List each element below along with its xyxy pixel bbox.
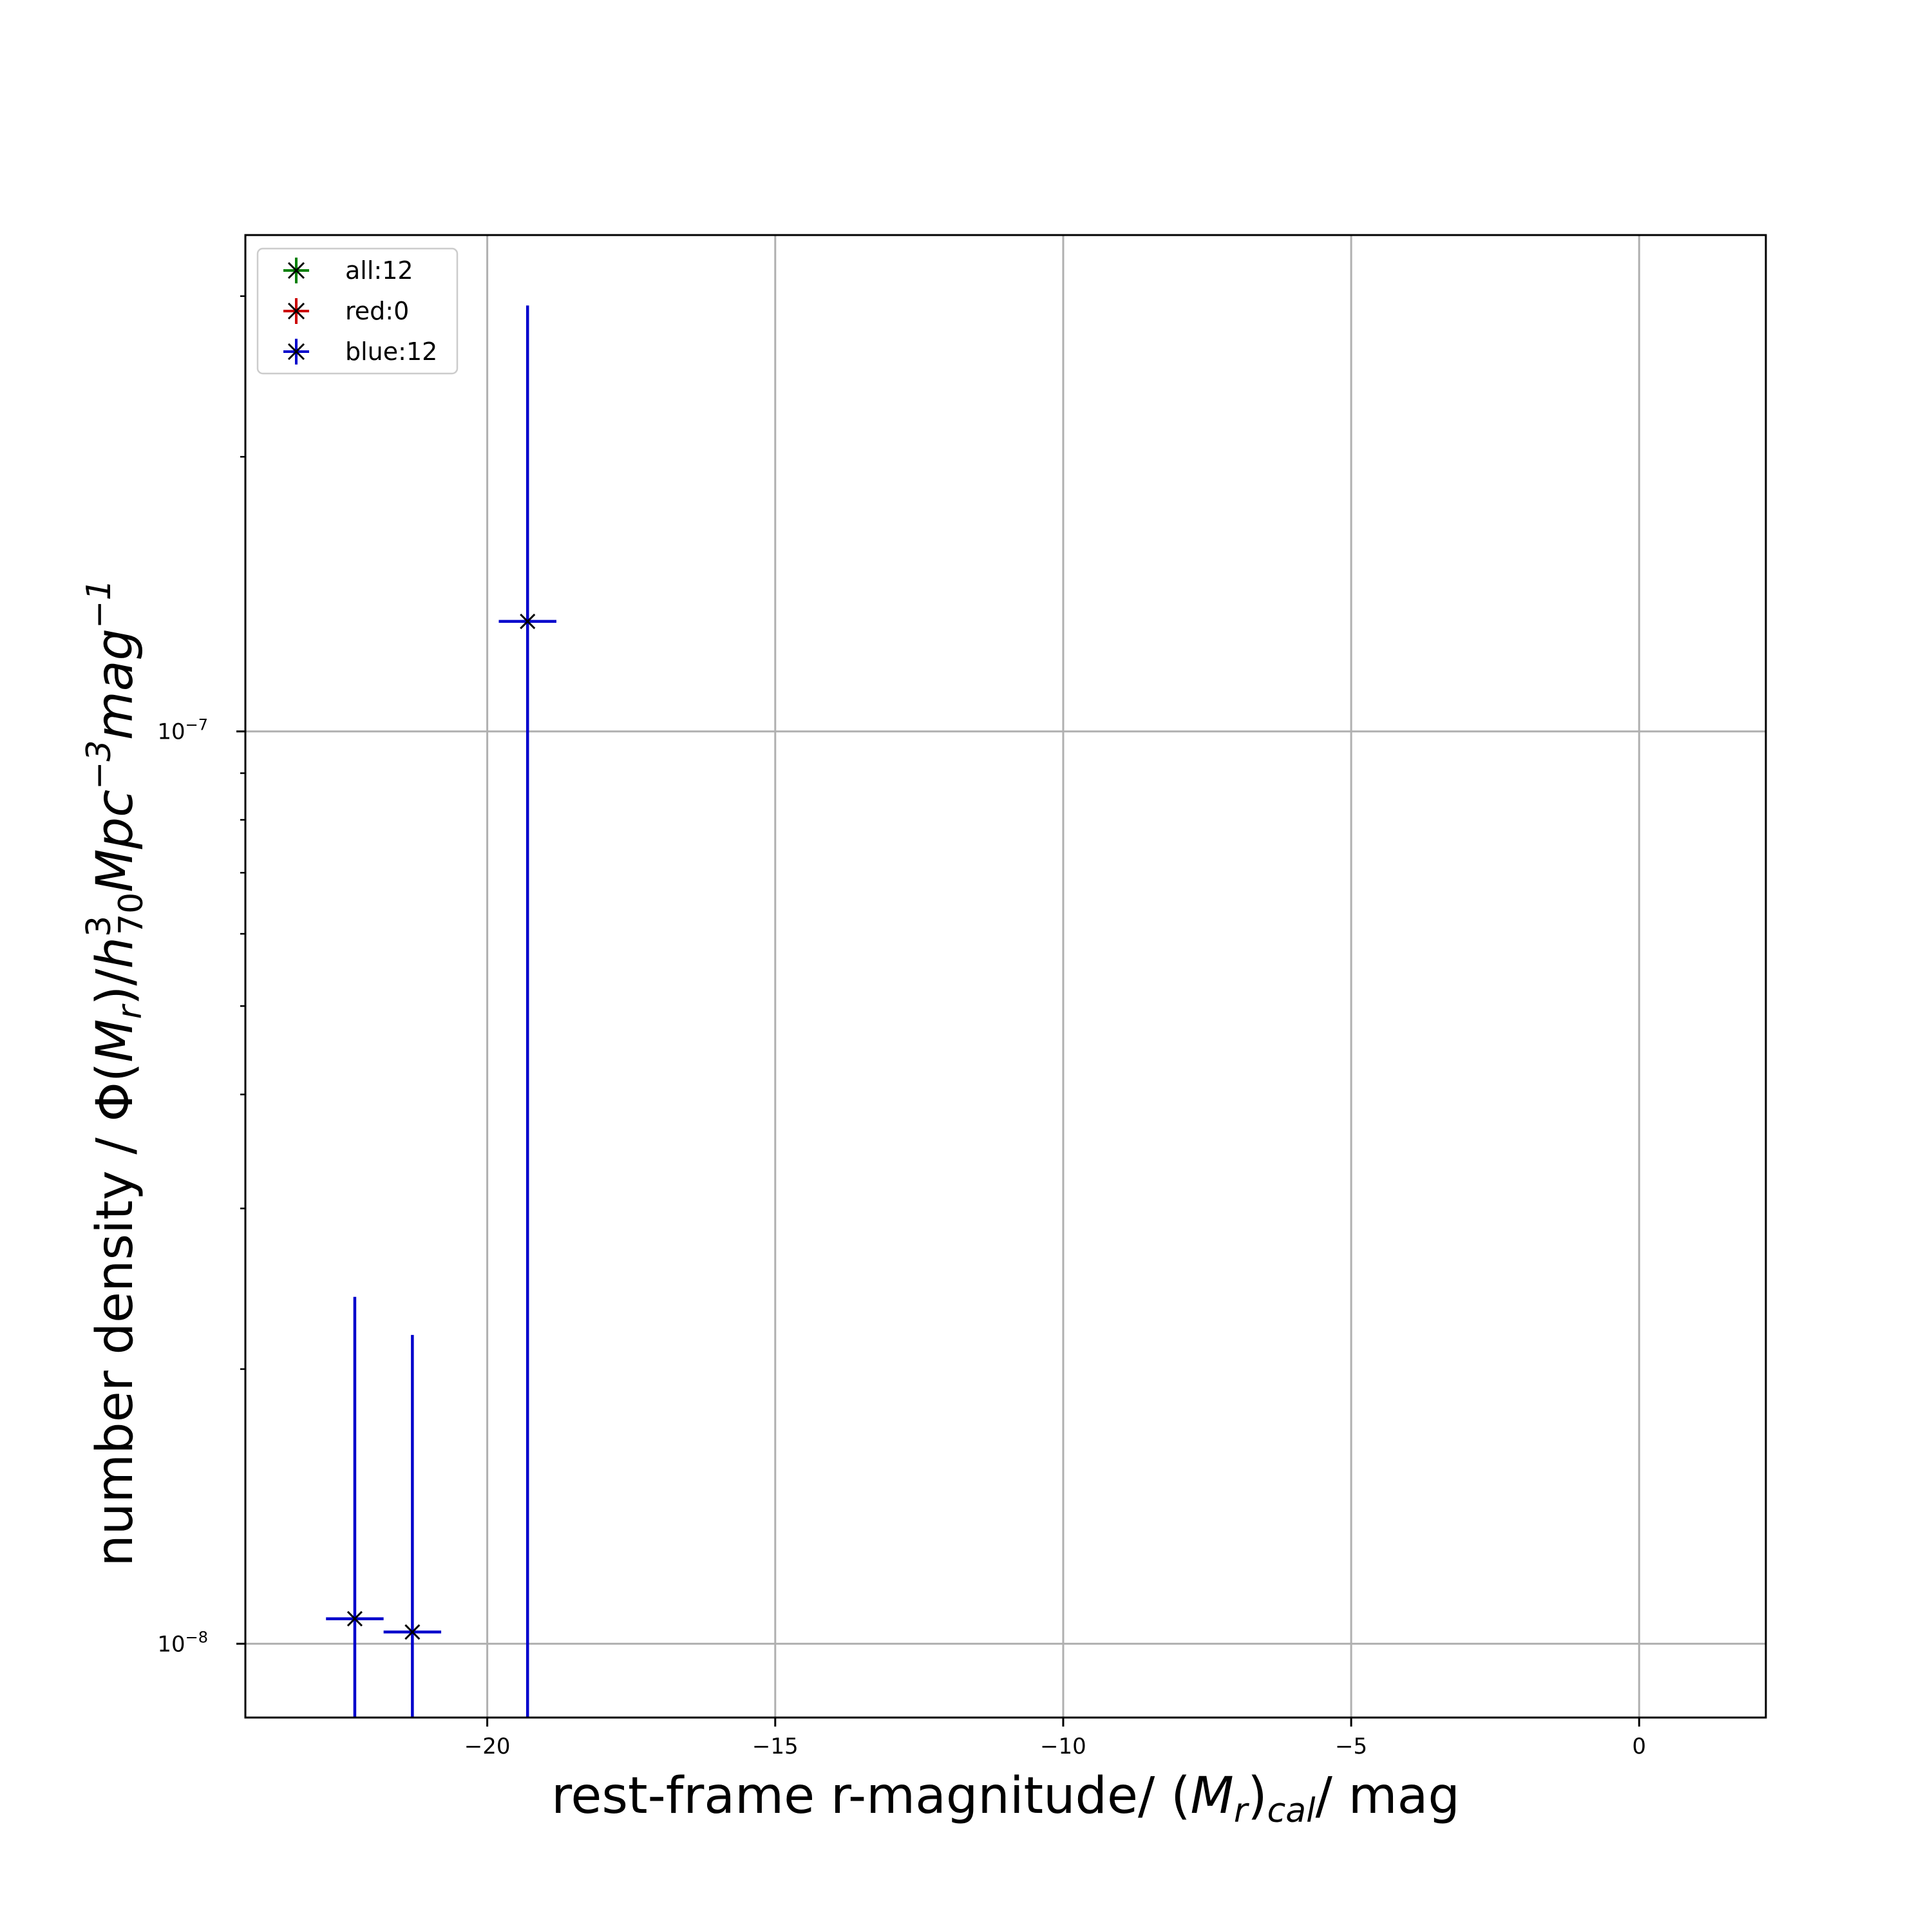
tick-layer: −20 −15 −10 −5 0 10−8 10−7 [157, 295, 1646, 1759]
legend-marker [287, 343, 305, 361]
data-point-marker [520, 613, 536, 629]
data-layer [326, 305, 556, 1718]
legend: all:12 red:0 blue:12 [256, 247, 459, 375]
data-point-marker [346, 1611, 363, 1627]
legend-label: blue:12 [345, 337, 437, 366]
x-tick-label: 0 [1632, 1734, 1646, 1759]
x-axis-label: rest-frame r-magnitude/ (Mr)cal/ mag [551, 1767, 1460, 1830]
plot-frame [244, 234, 1767, 1719]
legend-label: all:12 [345, 256, 413, 285]
grid-layer [245, 235, 1766, 1718]
y-tick-label: 10−8 [157, 1628, 208, 1657]
legend-box [256, 247, 459, 375]
x-tick-label: −20 [464, 1734, 511, 1759]
x-tick-label: −15 [752, 1734, 799, 1759]
data-point-marker [404, 1624, 421, 1640]
legend-marker [287, 261, 305, 279]
x-tick-label: −10 [1040, 1734, 1086, 1759]
y-tick-label: 10−7 [157, 716, 208, 745]
legend-label: red:0 [345, 297, 409, 325]
legend-marker [287, 302, 305, 320]
x-tick-label: −5 [1335, 1734, 1367, 1759]
y-axis-label: number density / Φ(Mr)/h370Mpc−3mag−1 [80, 579, 151, 1566]
